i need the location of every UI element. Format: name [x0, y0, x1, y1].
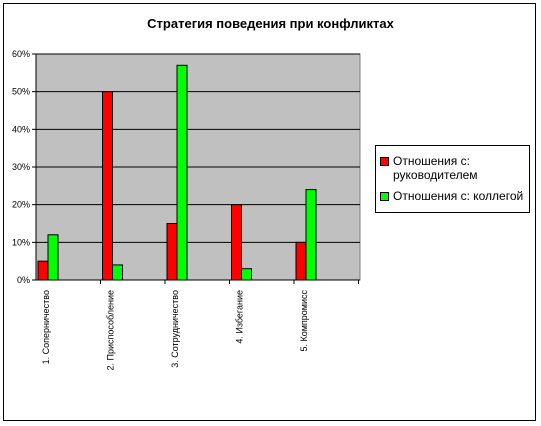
- bar-series-1: [37, 260, 49, 281]
- x-category-label: 5. Компромисс: [299, 290, 309, 352]
- chart-legend: Отношения с: руководителем Отношения с: …: [375, 145, 530, 213]
- x-category-label: 4. Избегание: [235, 290, 245, 344]
- bar-series-2: [241, 268, 252, 281]
- bar-series-2: [112, 264, 123, 281]
- bar-series-2: [305, 189, 317, 281]
- x-category-label: 3. Сотрудничество: [170, 290, 180, 368]
- y-tick-label: 60%: [12, 49, 30, 59]
- bar-series-1: [231, 204, 242, 281]
- y-tick-label: 50%: [12, 87, 30, 97]
- x-category-label: 2. Приспособление: [106, 290, 116, 371]
- bar-series-2: [176, 64, 188, 281]
- legend-label-series-1: Отношения с: руководителем: [393, 154, 478, 182]
- legend-swatch-series-2: [380, 192, 389, 201]
- y-tick-label: 30%: [12, 162, 30, 172]
- y-tick-label: 40%: [12, 124, 30, 134]
- chart-title: Стратегия поведения при конфликтах: [147, 16, 394, 31]
- y-tick-label: 20%: [12, 200, 30, 210]
- legend-swatch-series-1: [380, 157, 389, 166]
- legend-label-series-2: Отношения с: коллегой: [393, 189, 524, 203]
- bar-series-2: [47, 234, 59, 281]
- x-category-label: 1. Соперничество: [41, 290, 51, 364]
- bar-series-1: [166, 223, 178, 281]
- bar-series-1: [102, 91, 113, 281]
- y-tick-label: 10%: [12, 237, 30, 247]
- y-tick-label: 0%: [17, 275, 30, 285]
- bar-series-1: [295, 241, 307, 281]
